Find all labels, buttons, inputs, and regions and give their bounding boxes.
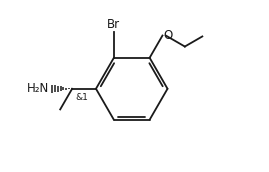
Text: &1: &1 <box>75 93 88 102</box>
Text: O: O <box>163 29 173 42</box>
Text: H₂N: H₂N <box>27 82 49 95</box>
Text: Br: Br <box>107 18 121 31</box>
